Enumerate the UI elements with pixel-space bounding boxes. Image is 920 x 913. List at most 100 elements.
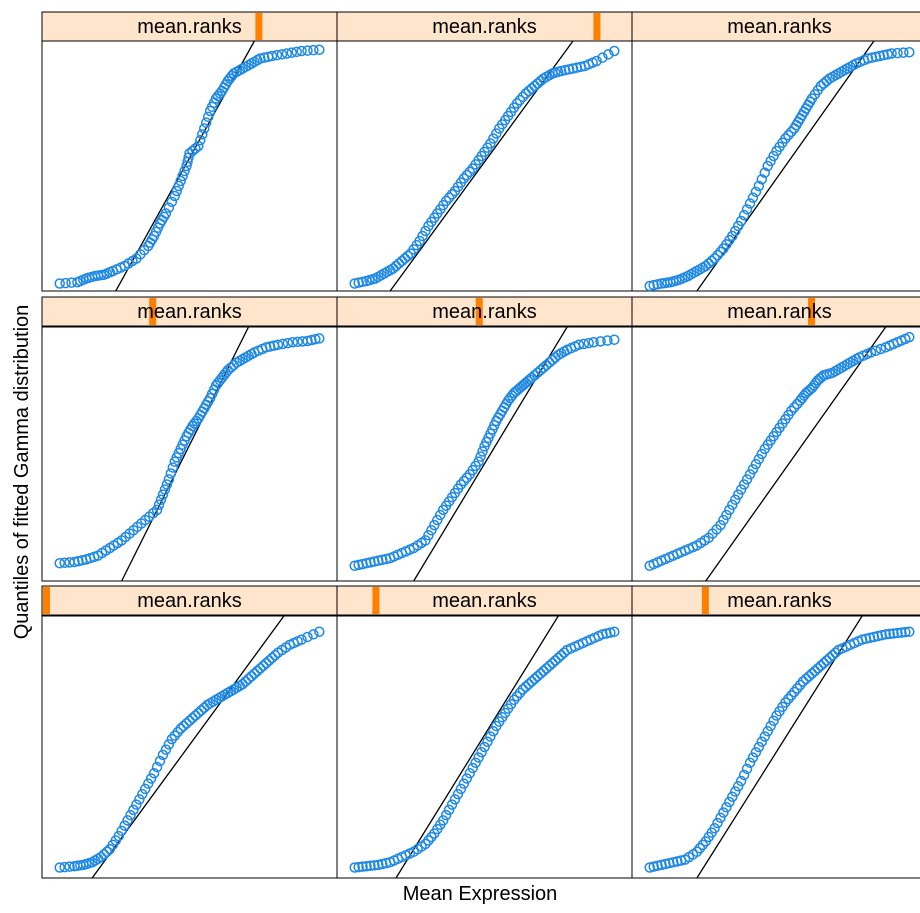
data-point [286, 47, 298, 58]
data-point [718, 514, 729, 526]
data-point [532, 367, 543, 378]
data-point [721, 509, 732, 521]
data-point [473, 752, 484, 763]
strip-label: mean.ranks [137, 16, 242, 38]
panel-7: mean.ranks [41, 585, 338, 879]
data-point [765, 720, 776, 732]
data-point [357, 861, 368, 872]
data-point [461, 773, 473, 784]
data-point [225, 362, 237, 373]
data-point [310, 334, 321, 345]
data-point [101, 846, 113, 858]
data-point [750, 458, 762, 470]
data-point [485, 731, 496, 742]
data-point [171, 185, 182, 197]
data-point [365, 860, 376, 872]
data-point [151, 504, 163, 516]
data-point [193, 707, 204, 719]
data-point [488, 726, 499, 737]
data-point [738, 479, 750, 490]
strip-level-indicator [255, 13, 263, 40]
reference-line [121, 327, 250, 581]
data-point [856, 634, 868, 645]
data-point [308, 629, 319, 640]
data-point [520, 681, 532, 692]
panel-3: mean.ranks [631, 11, 920, 292]
data-point [544, 357, 555, 368]
data-point [455, 783, 467, 795]
data-point [759, 731, 770, 742]
data-point [476, 746, 487, 758]
data-point [732, 489, 744, 500]
data-point [648, 861, 659, 872]
data-point [446, 189, 458, 200]
data-point [443, 192, 455, 203]
data-point [904, 626, 915, 637]
data-point [402, 250, 414, 262]
data-point [269, 650, 281, 661]
strip-label: mean.ranks [432, 16, 537, 38]
strip-background [41, 296, 338, 327]
data-point [134, 794, 145, 805]
data-point [349, 862, 360, 873]
data-point [172, 726, 183, 738]
data-point [429, 519, 440, 531]
data-point [200, 117, 212, 128]
data-point [161, 479, 173, 490]
data-point [609, 45, 620, 57]
data-point [190, 143, 201, 154]
data-point [479, 741, 490, 753]
panel-border [631, 40, 920, 292]
data-point [302, 45, 313, 56]
data-point [195, 134, 206, 146]
data-point [741, 763, 753, 775]
data-point [475, 451, 486, 462]
data-point [160, 744, 172, 755]
data-point [145, 773, 157, 784]
data-point [735, 775, 747, 787]
data-point [529, 673, 540, 685]
data-point [715, 812, 726, 823]
data-point [271, 49, 283, 61]
data-point [724, 504, 735, 516]
data-point [597, 52, 608, 63]
data-point [555, 650, 567, 661]
data-point [296, 45, 307, 57]
panel-border [631, 615, 920, 879]
data-point [718, 807, 729, 818]
data-point [125, 809, 136, 821]
x-axis-label: Mean Expression [403, 883, 558, 905]
data-point [349, 278, 360, 289]
strip-background [336, 585, 633, 616]
data-point [709, 822, 720, 834]
data-point [177, 170, 188, 182]
data-point [255, 53, 266, 64]
data-point [163, 474, 175, 485]
data-point [151, 761, 163, 773]
data-point [440, 809, 452, 821]
data-point [738, 209, 750, 221]
data-point [603, 49, 614, 60]
data-point [420, 535, 431, 546]
strip-level-indicator [43, 587, 50, 614]
data-point [260, 657, 272, 669]
data-point [302, 335, 313, 347]
data-point [426, 524, 437, 536]
data-point [116, 825, 127, 837]
data-point [361, 860, 372, 872]
data-point [656, 859, 667, 871]
data-point [595, 336, 606, 347]
data-point [888, 628, 899, 639]
data-point [750, 186, 762, 198]
data-point [517, 684, 529, 695]
data-point [240, 676, 251, 687]
data-point [517, 91, 529, 103]
data-point [896, 627, 907, 638]
data-point [169, 190, 180, 202]
data-point [314, 626, 325, 637]
data-point [435, 509, 446, 521]
data-point [277, 338, 289, 350]
data-point [160, 208, 172, 219]
strip-level-indicator [701, 587, 709, 614]
data-point [865, 347, 877, 358]
